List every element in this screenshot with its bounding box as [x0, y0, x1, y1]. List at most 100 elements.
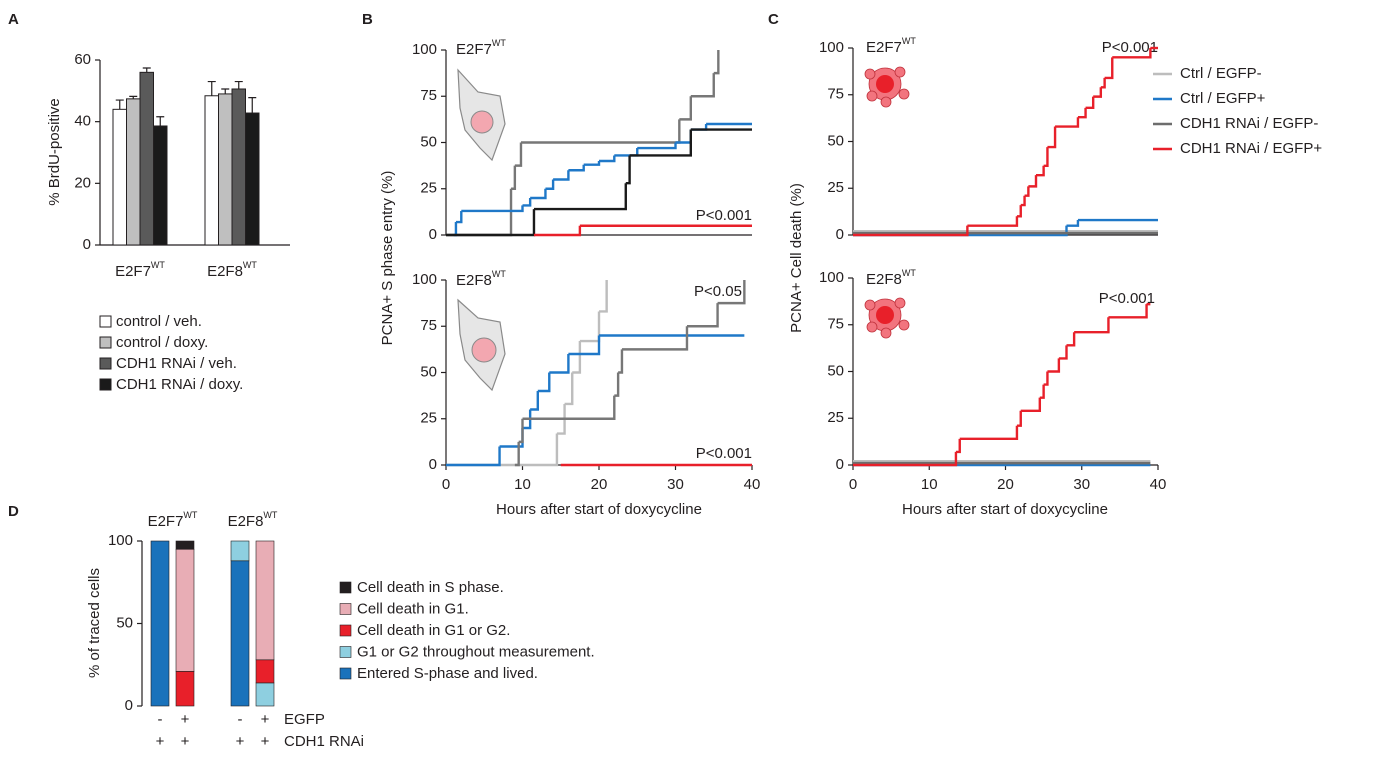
row-value: + [181, 711, 190, 728]
step-segment [1108, 304, 1148, 319]
legend-label: CDH1 RNAi / doxy. [116, 376, 243, 393]
step-segment [713, 50, 720, 75]
step-segment [446, 433, 559, 467]
row-value: + [236, 733, 245, 750]
group-label-superscript: WT [263, 510, 277, 520]
panel-label: E2F7WT [456, 38, 506, 58]
panel-letter: C [768, 11, 779, 28]
row-value: - [158, 711, 163, 728]
error-bar [115, 99, 124, 110]
p-value-annotation: P<0.001 [696, 207, 752, 224]
step-segment [1066, 220, 1080, 227]
bar-segment [230, 540, 250, 562]
y-axis-label: % BrdU-positive [46, 98, 63, 206]
step-segment [514, 441, 520, 467]
bar [126, 98, 141, 246]
step-segment [1043, 147, 1049, 168]
group-label-main: E2F7 [148, 513, 184, 530]
step-segment [599, 280, 608, 313]
step-segment [686, 303, 719, 328]
error-bar [234, 80, 243, 89]
bar-segment [255, 682, 275, 707]
legend-label: CDH1 RNAi / EGFP- [1180, 115, 1318, 132]
bar [218, 93, 233, 246]
step-segment [1016, 410, 1022, 427]
panel-label-superscript: WT [492, 269, 506, 279]
y-tick-label: 50 [420, 133, 437, 150]
panel-label-main: E2F8 [456, 272, 492, 289]
legend-label: control / doxy. [116, 334, 208, 351]
bar-segment [150, 540, 170, 707]
legend-label: Cell death in G1 or G2. [357, 622, 510, 639]
y-tick-label: 75 [420, 87, 437, 104]
group-label: E2F7WT [148, 510, 198, 530]
x-tick-label-superscript: WT [243, 260, 257, 270]
step-segment [1055, 117, 1080, 128]
x-tick-label: 20 [591, 476, 608, 493]
y-tick-label: 100 [412, 271, 437, 288]
legend-swatch [339, 624, 352, 637]
y-tick-label: 25 [420, 180, 437, 197]
panel-label-superscript: WT [902, 268, 916, 278]
step-segment [618, 349, 624, 374]
legend-swatch [99, 357, 112, 370]
bar [153, 125, 168, 246]
x-tick-label: 30 [667, 476, 684, 493]
legend-swatch [339, 646, 352, 658]
step-segment [853, 225, 969, 237]
step-segment [568, 335, 601, 356]
step-segment [549, 354, 570, 374]
error-bar [221, 88, 230, 94]
y-tick-label: 0 [836, 226, 844, 243]
row-name: CDH1 RNAi [284, 733, 364, 750]
step-segment [1036, 165, 1045, 177]
error-bar [142, 67, 151, 73]
cell-icon [457, 68, 506, 162]
legend-label: Cell death in S phase. [357, 579, 504, 596]
step-segment [518, 418, 524, 444]
bar-segment [230, 560, 250, 707]
y-tick-label: 75 [827, 86, 844, 103]
y-tick-label: 0 [83, 236, 91, 253]
y-axis-label: PCNA+ Cell death (%) [788, 183, 805, 333]
step-segment [1074, 317, 1110, 334]
legend-label: control / veh. [116, 313, 202, 330]
y-tick-label: 25 [420, 410, 437, 427]
step-segment [530, 391, 539, 411]
step-segment [1093, 87, 1103, 98]
x-tick-label: 40 [1150, 476, 1167, 493]
panel-label: E2F7WT [866, 36, 916, 56]
panel-label-main: E2F7 [866, 39, 902, 56]
legend-label: G1 or G2 throughout measurement. [357, 643, 595, 660]
legend-label: Entered S-phase and lived. [357, 665, 538, 682]
y-tick-label: 0 [429, 456, 437, 473]
x-tick-label: 0 [442, 476, 450, 493]
legend-label: Ctrl / EGFP- [1180, 65, 1262, 82]
step-segment [614, 372, 620, 397]
step-segment [675, 129, 692, 144]
y-tick-label: 75 [420, 317, 437, 334]
step-segment [1077, 107, 1087, 119]
step-segment [522, 409, 532, 430]
x-tick-label: 30 [1073, 476, 1090, 493]
legend-swatch [339, 667, 352, 680]
legend-label: CDH1 RNAi / EGFP+ [1180, 140, 1322, 157]
step-segment [1024, 186, 1030, 197]
panel-label-superscript: WT [902, 36, 916, 46]
p-value-annotation: P<0.001 [696, 445, 752, 462]
bar-segment [255, 659, 275, 684]
y-tick-label: 100 [819, 39, 844, 56]
group-label-main: E2F8 [228, 513, 264, 530]
y-tick-label: 0 [429, 226, 437, 243]
step-segment [568, 164, 585, 172]
step-segment [583, 161, 601, 166]
step-segment [1039, 384, 1045, 399]
step-segment [1043, 371, 1049, 386]
legend-swatch [339, 603, 352, 615]
x-tick-label: 20 [997, 476, 1014, 493]
step-segment [1066, 332, 1076, 347]
bar [139, 71, 154, 246]
dying-cell-icon [864, 66, 910, 108]
legend-label: CDH1 RNAi / veh. [116, 355, 237, 372]
step-segment [1104, 57, 1114, 80]
